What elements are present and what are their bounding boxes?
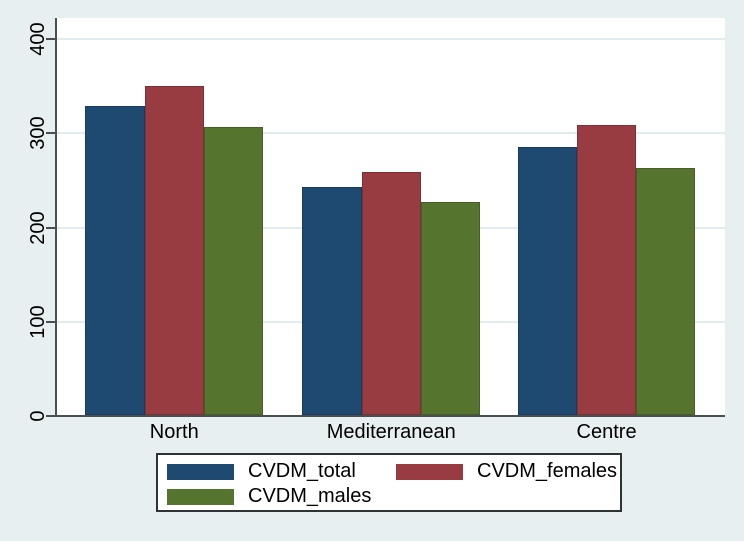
y-tick-label-0: 0 xyxy=(27,410,49,422)
y-axis-line xyxy=(55,18,57,417)
legend: CVDM_total CVDM_females CVDM_males xyxy=(156,453,622,512)
bar-CVDM_total-Centre xyxy=(517,147,577,415)
gridline-400 xyxy=(56,38,725,40)
legend-label-cvdm_total: CVDM_total xyxy=(248,460,356,482)
legend-swatch-cvdm_total xyxy=(167,463,234,480)
legend-label-cvdm_males: CVDM_males xyxy=(248,485,372,507)
y-tick-label-200: 200 xyxy=(27,210,49,245)
x-axis-line xyxy=(46,415,725,417)
legend-item-cvdm_males: CVDM_males xyxy=(167,484,396,509)
y-tick-300 xyxy=(46,132,55,135)
bar-CVDM_males-Mediterranean xyxy=(420,201,481,415)
legend-item-cvdm_total: CVDM_total xyxy=(167,459,396,484)
plot-area xyxy=(56,18,725,417)
y-tick-200 xyxy=(46,226,55,229)
bar-CVDM_females-Centre xyxy=(576,124,637,415)
bar-CVDM_total-Mediterranean xyxy=(302,186,362,415)
legend-swatch-cvdm_males xyxy=(167,488,234,505)
y-tick-label-300: 300 xyxy=(27,116,49,150)
bar-CVDM_total-North xyxy=(85,105,145,415)
legend-swatch-cvdm_females xyxy=(396,463,463,480)
y-tick-400 xyxy=(46,38,55,40)
y-tick-label-400: 400 xyxy=(27,22,49,56)
bar-CVDM_females-North xyxy=(144,86,204,415)
legend-item-cvdm_females: CVDM_females xyxy=(396,459,620,484)
y-tick-label-100: 100 xyxy=(27,305,49,339)
y-tick-0 xyxy=(46,415,55,417)
x-axis-label-north: North xyxy=(149,421,199,443)
bar-CVDM_females-Mediterranean xyxy=(361,171,421,415)
legend-label-cvdm_females: CVDM_females xyxy=(477,460,618,482)
bar-CVDM_males-North xyxy=(203,126,264,415)
gridline-300 xyxy=(56,132,725,135)
bar-CVDM_males-Centre xyxy=(636,168,696,415)
x-axis-label-centre: Centre xyxy=(576,421,637,443)
y-tick-100 xyxy=(46,320,55,323)
x-axis-label-mediterranean: Mediterranean xyxy=(326,421,456,443)
